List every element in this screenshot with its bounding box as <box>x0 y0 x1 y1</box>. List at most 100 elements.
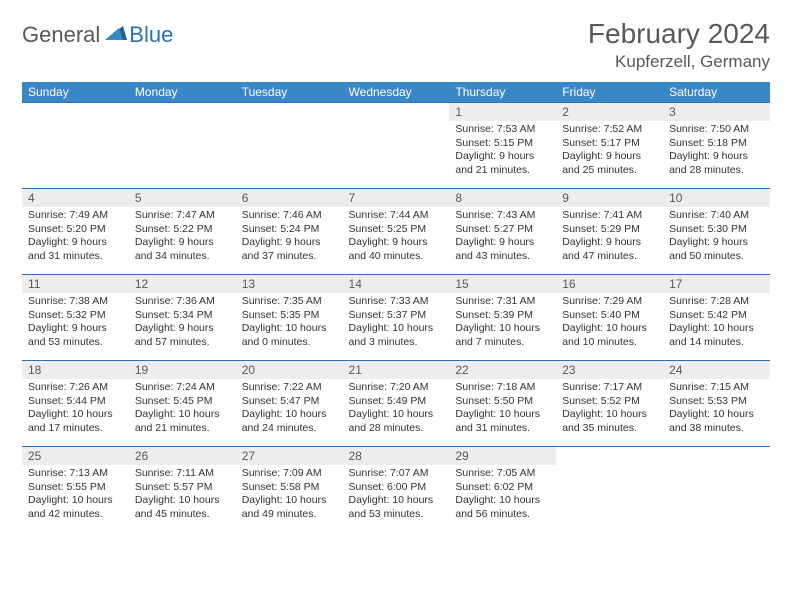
day-details: Sunrise: 7:13 AMSunset: 5:55 PMDaylight:… <box>22 465 129 526</box>
day-details: Sunrise: 7:52 AMSunset: 5:17 PMDaylight:… <box>556 121 663 182</box>
calendar-cell: 24Sunrise: 7:15 AMSunset: 5:53 PMDayligh… <box>663 361 770 447</box>
calendar-cell: 6Sunrise: 7:46 AMSunset: 5:24 PMDaylight… <box>236 189 343 275</box>
day-number: 25 <box>22 447 129 465</box>
day-number: 2 <box>556 103 663 121</box>
day-number: 21 <box>343 361 450 379</box>
calendar-cell: 13Sunrise: 7:35 AMSunset: 5:35 PMDayligh… <box>236 275 343 361</box>
day-details: Sunrise: 7:36 AMSunset: 5:34 PMDaylight:… <box>129 293 236 354</box>
calendar-cell <box>22 103 129 189</box>
day-number: 7 <box>343 189 450 207</box>
calendar-cell: 11Sunrise: 7:38 AMSunset: 5:32 PMDayligh… <box>22 275 129 361</box>
day-details: Sunrise: 7:07 AMSunset: 6:00 PMDaylight:… <box>343 465 450 526</box>
calendar-cell: 14Sunrise: 7:33 AMSunset: 5:37 PMDayligh… <box>343 275 450 361</box>
logo-text-2: Blue <box>129 22 173 48</box>
day-details: Sunrise: 7:09 AMSunset: 5:58 PMDaylight:… <box>236 465 343 526</box>
calendar-page: General Blue February 2024 Kupferzell, G… <box>0 0 792 551</box>
location: Kupferzell, Germany <box>588 52 770 72</box>
day-details: Sunrise: 7:20 AMSunset: 5:49 PMDaylight:… <box>343 379 450 440</box>
calendar-cell: 18Sunrise: 7:26 AMSunset: 5:44 PMDayligh… <box>22 361 129 447</box>
day-number: 22 <box>449 361 556 379</box>
day-details: Sunrise: 7:24 AMSunset: 5:45 PMDaylight:… <box>129 379 236 440</box>
calendar-cell: 23Sunrise: 7:17 AMSunset: 5:52 PMDayligh… <box>556 361 663 447</box>
day-number: 11 <box>22 275 129 293</box>
logo: General Blue <box>22 22 173 48</box>
day-number: 3 <box>663 103 770 121</box>
day-details: Sunrise: 7:53 AMSunset: 5:15 PMDaylight:… <box>449 121 556 182</box>
day-details: Sunrise: 7:47 AMSunset: 5:22 PMDaylight:… <box>129 207 236 268</box>
calendar-cell: 27Sunrise: 7:09 AMSunset: 5:58 PMDayligh… <box>236 447 343 533</box>
calendar-week: 11Sunrise: 7:38 AMSunset: 5:32 PMDayligh… <box>22 275 770 361</box>
logo-text-1: General <box>22 22 100 48</box>
day-number: 9 <box>556 189 663 207</box>
day-number: 29 <box>449 447 556 465</box>
calendar-cell: 15Sunrise: 7:31 AMSunset: 5:39 PMDayligh… <box>449 275 556 361</box>
calendar-week: 25Sunrise: 7:13 AMSunset: 5:55 PMDayligh… <box>22 447 770 533</box>
day-details: Sunrise: 7:43 AMSunset: 5:27 PMDaylight:… <box>449 207 556 268</box>
calendar-cell: 19Sunrise: 7:24 AMSunset: 5:45 PMDayligh… <box>129 361 236 447</box>
calendar-week: 4Sunrise: 7:49 AMSunset: 5:20 PMDaylight… <box>22 189 770 275</box>
calendar-table: Sunday Monday Tuesday Wednesday Thursday… <box>22 82 770 533</box>
day-details: Sunrise: 7:17 AMSunset: 5:52 PMDaylight:… <box>556 379 663 440</box>
day-number: 26 <box>129 447 236 465</box>
calendar-cell: 3Sunrise: 7:50 AMSunset: 5:18 PMDaylight… <box>663 103 770 189</box>
dow-tue: Tuesday <box>236 82 343 103</box>
header: General Blue February 2024 Kupferzell, G… <box>22 18 770 72</box>
day-number: 4 <box>22 189 129 207</box>
day-details: Sunrise: 7:46 AMSunset: 5:24 PMDaylight:… <box>236 207 343 268</box>
day-details: Sunrise: 7:28 AMSunset: 5:42 PMDaylight:… <box>663 293 770 354</box>
calendar-cell: 22Sunrise: 7:18 AMSunset: 5:50 PMDayligh… <box>449 361 556 447</box>
day-details: Sunrise: 7:11 AMSunset: 5:57 PMDaylight:… <box>129 465 236 526</box>
calendar-cell: 9Sunrise: 7:41 AMSunset: 5:29 PMDaylight… <box>556 189 663 275</box>
day-number: 13 <box>236 275 343 293</box>
calendar-cell: 12Sunrise: 7:36 AMSunset: 5:34 PMDayligh… <box>129 275 236 361</box>
day-details: Sunrise: 7:29 AMSunset: 5:40 PMDaylight:… <box>556 293 663 354</box>
day-number: 17 <box>663 275 770 293</box>
day-number: 8 <box>449 189 556 207</box>
calendar-cell <box>129 103 236 189</box>
calendar-cell <box>236 103 343 189</box>
day-details: Sunrise: 7:33 AMSunset: 5:37 PMDaylight:… <box>343 293 450 354</box>
day-number: 14 <box>343 275 450 293</box>
calendar-cell <box>556 447 663 533</box>
dow-sun: Sunday <box>22 82 129 103</box>
calendar-cell: 26Sunrise: 7:11 AMSunset: 5:57 PMDayligh… <box>129 447 236 533</box>
day-details: Sunrise: 7:26 AMSunset: 5:44 PMDaylight:… <box>22 379 129 440</box>
day-details: Sunrise: 7:40 AMSunset: 5:30 PMDaylight:… <box>663 207 770 268</box>
calendar-cell: 8Sunrise: 7:43 AMSunset: 5:27 PMDaylight… <box>449 189 556 275</box>
dow-wed: Wednesday <box>343 82 450 103</box>
calendar-cell: 16Sunrise: 7:29 AMSunset: 5:40 PMDayligh… <box>556 275 663 361</box>
calendar-cell: 1Sunrise: 7:53 AMSunset: 5:15 PMDaylight… <box>449 103 556 189</box>
day-number: 10 <box>663 189 770 207</box>
day-number: 27 <box>236 447 343 465</box>
calendar-cell: 10Sunrise: 7:40 AMSunset: 5:30 PMDayligh… <box>663 189 770 275</box>
day-details: Sunrise: 7:41 AMSunset: 5:29 PMDaylight:… <box>556 207 663 268</box>
calendar-cell: 21Sunrise: 7:20 AMSunset: 5:49 PMDayligh… <box>343 361 450 447</box>
day-number: 28 <box>343 447 450 465</box>
calendar-cell: 20Sunrise: 7:22 AMSunset: 5:47 PMDayligh… <box>236 361 343 447</box>
day-details: Sunrise: 7:35 AMSunset: 5:35 PMDaylight:… <box>236 293 343 354</box>
day-number: 6 <box>236 189 343 207</box>
day-details: Sunrise: 7:18 AMSunset: 5:50 PMDaylight:… <box>449 379 556 440</box>
calendar-cell: 2Sunrise: 7:52 AMSunset: 5:17 PMDaylight… <box>556 103 663 189</box>
day-details: Sunrise: 7:22 AMSunset: 5:47 PMDaylight:… <box>236 379 343 440</box>
day-details: Sunrise: 7:49 AMSunset: 5:20 PMDaylight:… <box>22 207 129 268</box>
day-number: 19 <box>129 361 236 379</box>
calendar-cell: 4Sunrise: 7:49 AMSunset: 5:20 PMDaylight… <box>22 189 129 275</box>
day-number: 12 <box>129 275 236 293</box>
calendar-week: 1Sunrise: 7:53 AMSunset: 5:15 PMDaylight… <box>22 103 770 189</box>
day-details: Sunrise: 7:15 AMSunset: 5:53 PMDaylight:… <box>663 379 770 440</box>
day-details: Sunrise: 7:38 AMSunset: 5:32 PMDaylight:… <box>22 293 129 354</box>
day-number: 5 <box>129 189 236 207</box>
calendar-cell: 5Sunrise: 7:47 AMSunset: 5:22 PMDaylight… <box>129 189 236 275</box>
calendar-cell: 28Sunrise: 7:07 AMSunset: 6:00 PMDayligh… <box>343 447 450 533</box>
day-number: 23 <box>556 361 663 379</box>
calendar-cell: 29Sunrise: 7:05 AMSunset: 6:02 PMDayligh… <box>449 447 556 533</box>
calendar-cell <box>663 447 770 533</box>
day-number: 1 <box>449 103 556 121</box>
calendar-cell: 17Sunrise: 7:28 AMSunset: 5:42 PMDayligh… <box>663 275 770 361</box>
day-details: Sunrise: 7:05 AMSunset: 6:02 PMDaylight:… <box>449 465 556 526</box>
dow-row: Sunday Monday Tuesday Wednesday Thursday… <box>22 82 770 103</box>
calendar-cell: 25Sunrise: 7:13 AMSunset: 5:55 PMDayligh… <box>22 447 129 533</box>
calendar-cell: 7Sunrise: 7:44 AMSunset: 5:25 PMDaylight… <box>343 189 450 275</box>
day-number: 20 <box>236 361 343 379</box>
